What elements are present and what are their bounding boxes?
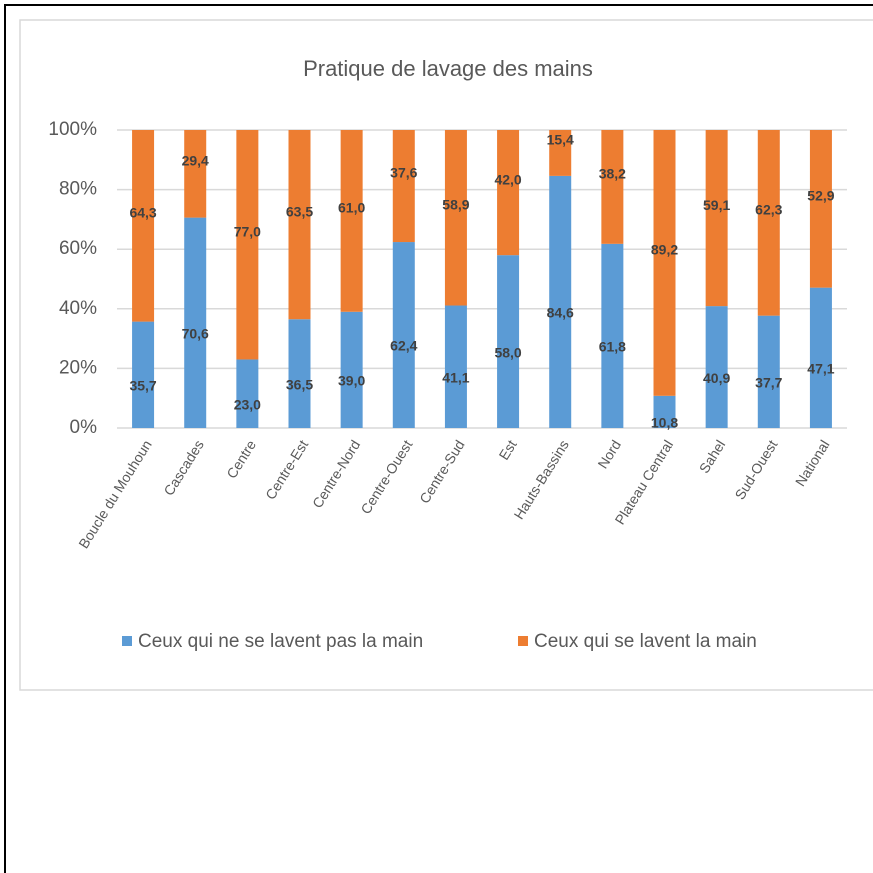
value-label: 15,4 [547,132,574,148]
bar-segment [392,242,415,428]
value-label: 35,7 [129,378,156,394]
bar-segment [236,130,259,360]
y-tick-label: 100% [48,119,97,140]
value-label: 39,0 [338,373,365,389]
bar-segment [705,306,728,428]
value-label: 41,1 [442,369,469,385]
value-label: 59,1 [703,197,730,213]
value-label: 61,0 [338,200,365,216]
bar-segment [236,359,259,428]
value-label: 10,8 [651,415,678,431]
y-tick-label: 0% [70,417,98,438]
bar-segment [184,130,207,218]
value-label: 62,3 [755,202,782,218]
y-tick-label: 80% [59,179,97,200]
bar-segment [757,130,780,316]
legend-swatch [518,636,528,646]
legend-swatch [122,636,132,646]
value-label: 47,1 [807,361,834,377]
y-tick-label: 40% [59,298,97,319]
bar-segment [601,130,624,244]
legend-label: Ceux qui ne se lavent pas la main [138,631,423,652]
outer-frame [4,4,873,873]
legend-label: Ceux qui se lavent la main [534,631,757,652]
value-label: 70,6 [182,326,209,342]
bar-segment [340,311,363,428]
value-label: 62,4 [390,338,417,354]
bar-segment [601,243,624,428]
bar-segment [444,130,467,306]
bar-segment [184,217,207,428]
y-tick-label: 60% [59,238,97,259]
bar-segment [809,287,832,428]
value-label: 63,5 [286,203,313,219]
bar-segment [288,130,311,320]
chart-title: Pratique de lavage des mains [303,56,593,81]
value-label: 77,0 [234,223,261,239]
bar-segment [705,130,728,307]
bar-segment [809,130,832,288]
value-label: 40,9 [703,370,730,386]
bar-segment [497,255,520,428]
bar-segment [497,130,520,256]
value-label: 84,6 [547,305,574,321]
value-label: 37,6 [390,165,417,181]
value-label: 58,9 [442,196,469,212]
value-label: 36,5 [286,376,313,392]
value-label: 38,2 [599,166,626,182]
value-label: 42,0 [494,171,521,187]
y-tick-label: 20% [59,357,97,378]
value-label: 89,2 [651,242,678,258]
bar-segment [549,130,572,176]
bar-segment [549,175,572,428]
value-label: 29,4 [182,153,209,169]
value-label: 58,0 [494,344,521,360]
value-label: 61,8 [599,339,626,355]
bar-segment [132,321,155,428]
bar-segment [444,305,467,428]
value-label: 37,7 [755,375,782,391]
bar-segment [757,315,780,428]
bar-segment [392,130,415,243]
bar-segment [653,395,676,428]
bar-segment [340,130,363,312]
bar-segment [288,319,311,428]
value-label: 23,0 [234,396,261,412]
bar-segment [132,130,155,322]
value-label: 64,3 [129,205,156,221]
bar-segment [653,130,676,396]
value-label: 52,9 [807,188,834,204]
